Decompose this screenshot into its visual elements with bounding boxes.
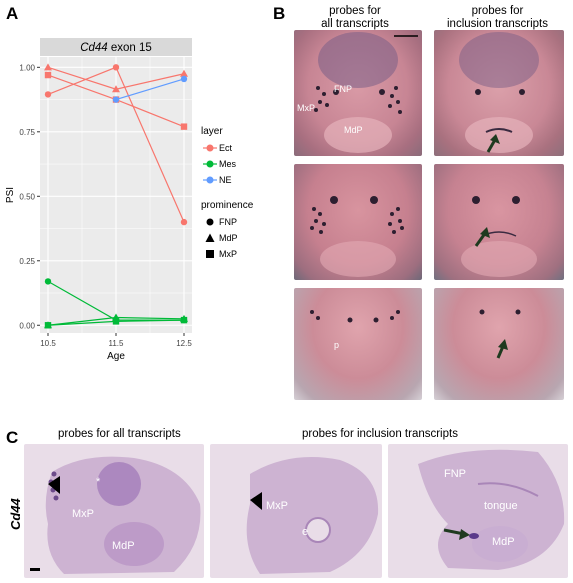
embryo-drawing [310,196,404,277]
panel-c-letter: C [6,428,19,447]
label-fnp-c3: FNP [444,468,466,480]
legend-item-mxp: MxP [201,246,253,262]
legend-square-icon [206,250,214,258]
x-tick-label: 10.5 [40,339,56,348]
legend-prominence-title: prominence [201,200,254,211]
embryo-photo-b1-inclusion [434,30,564,156]
arrowhead-icon [250,492,262,510]
data-point [180,75,188,83]
label-mdp: MdP [344,125,363,135]
tissue-section [45,456,201,574]
series-line [115,78,185,101]
legend-mes-swatch [203,160,217,168]
legend-mes-label: Mes [219,159,237,169]
label-e: e [302,526,309,538]
label-mxp: MxP [297,103,315,113]
tissue-section [418,449,565,570]
label-fnp: FNP [334,84,352,94]
data-point [180,123,188,130]
legend-item-ect: Ect [201,140,253,156]
legend-ne-swatch [203,176,217,184]
x-tick-label: 11.5 [109,339,125,348]
label-mxp-c2: MxP [266,500,288,512]
legend-triangle-icon [205,233,215,242]
legend-ne-label: NE [219,175,232,185]
legend-item-mes: Mes [201,156,253,172]
embryo-drawing [310,310,400,323]
panel-c-left-title: probes for all transcripts [58,428,181,440]
section-photo-c2: MxP e [210,444,382,578]
legend-fnp-label: FNP [219,217,237,227]
arrow-icon [474,227,490,247]
y-tick-label: 1.00 [19,63,35,72]
y-axis-label: PSI [5,187,16,203]
label-p: p [334,340,340,350]
data-point [44,71,52,79]
panel-b-letter: B [273,4,286,23]
x-tick-label: 12.5 [176,339,192,348]
chart-legend: layer Ect Mes NE prominence FNP MdP MxP [201,126,253,262]
data-point [44,91,52,98]
embryo-drawing [479,309,521,359]
label-mdp-c1: MdP [112,540,135,552]
panel-b-col2-title: probes for inclusion transcripts [447,5,548,30]
data-point [112,318,120,325]
embryo-photo-b3-inclusion [434,288,564,400]
y-tick-label: 0.75 [19,128,35,137]
data-point [112,96,120,103]
data-point [44,278,52,285]
panel-a-letter: A [6,4,19,23]
arrowhead-icon [48,476,60,494]
embryo-drawing [314,32,418,153]
arrow-icon [443,528,470,540]
data-point [180,218,188,226]
legend-item-mdp: MdP [201,230,253,246]
x-axis-label: Age [107,351,125,362]
embryo-photo-b1-all: FNP MxP MdP [294,30,422,156]
gene-side-label: Cd44 [8,498,23,530]
label-star: * [96,476,101,488]
legend-layer-title: layer [201,126,223,137]
data-point [112,64,120,71]
y-tick-label: 0.00 [19,321,35,330]
tissue-section [246,457,379,574]
embryo-drawing [459,32,539,153]
label-mdp-c3: MdP [492,536,515,548]
arrow-icon [496,339,508,359]
data-point [112,85,120,93]
panel-b-col1-title: probes for all transcripts [321,5,389,30]
section-photo-c3: FNP tongue MdP [388,444,568,578]
embryo-drawing [461,196,537,277]
legend-circle-icon [206,218,214,226]
label-mxp-c1: MxP [72,508,94,520]
label-tongue: tongue [484,500,518,512]
legend-mxp-label: MxP [219,249,237,259]
y-tick-label: 0.50 [19,192,35,201]
embryo-photo-b2-inclusion [434,164,564,280]
data-point [44,63,52,71]
legend-item-fnp: FNP [201,214,253,230]
scale-bar [30,568,40,571]
chart-title: Cd44 exon 15 [80,42,152,54]
embryo-photo-b3-all: p [294,288,422,400]
legend-item-ne: NE [201,172,253,188]
facet-strip [40,38,192,56]
data-point [180,316,188,324]
data-point [44,322,52,329]
embryo-photo-b2-all [294,164,422,280]
y-tick-label: 0.25 [19,257,35,266]
legend-ect-swatch [203,144,217,152]
legend-mdp-label: MdP [219,233,238,243]
panel-c-right-title: probes for inclusion transcripts [302,428,458,440]
data-point [180,69,188,77]
section-photo-c1: * MxP MdP [24,444,204,578]
legend-ect-label: Ect [219,143,233,153]
arrow-icon [486,134,500,153]
